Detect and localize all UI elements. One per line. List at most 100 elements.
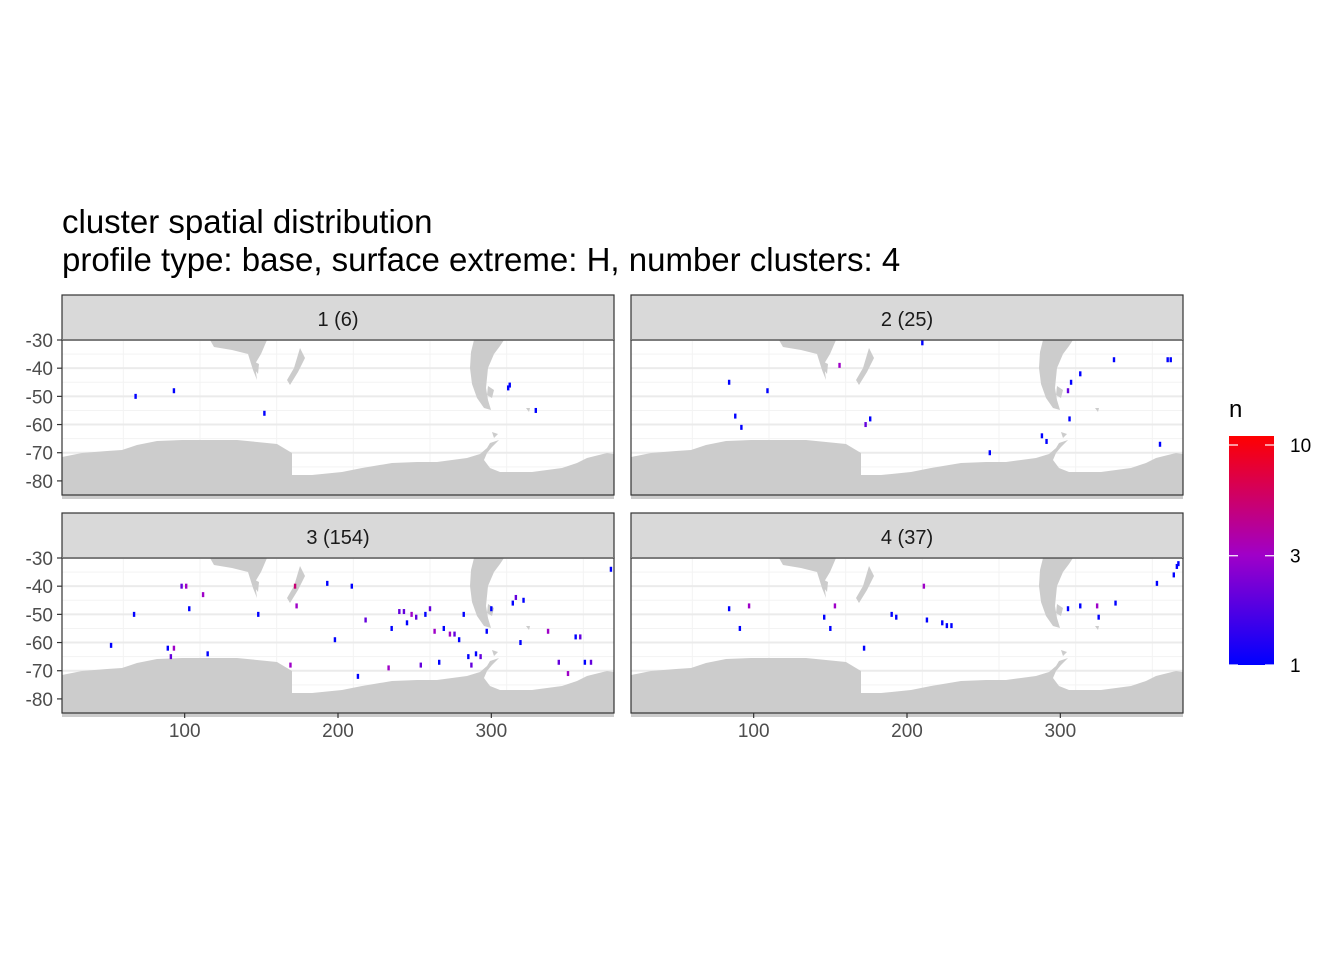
chart-title: cluster spatial distribution [62,203,433,240]
data-cell [333,637,337,643]
chart-subtitle: profile type: base, surface extreme: H, … [62,241,900,278]
data-cell [609,566,613,572]
data-cell [188,606,191,612]
land-shape [487,386,494,398]
x-tick-label: 200 [891,721,923,742]
data-cell [206,651,209,657]
data-cell [1155,580,1159,586]
land-shape [1061,650,1067,656]
facet-strip-label: 3 (154) [306,527,369,549]
land-shape [210,558,267,598]
data-cell [1166,357,1169,363]
land-shape [1056,386,1063,398]
data-cell [1069,379,1073,385]
data-cells [727,340,1172,456]
data-cell [1175,563,1179,569]
data-cell [410,611,413,617]
data-cell [1172,572,1175,578]
data-cell [740,424,743,430]
y-tick-label: -50 [26,605,53,626]
data-cell [1045,438,1048,444]
data-cell [134,393,137,399]
data-cell [1177,561,1180,567]
y-tick-label: -50 [26,387,53,408]
data-cell [169,654,173,660]
land-shape [779,340,836,380]
data-cell [132,611,136,617]
land-shape [255,580,259,592]
land-shape [470,340,504,410]
data-cell [833,603,837,609]
land-shape [779,558,836,598]
data-cell [293,583,297,589]
data-cell [988,450,991,456]
panel-plot-area: -30 -40 -50 -60 -70 -80 [26,331,615,499]
data-cell [474,651,478,657]
x-tick-label: 200 [322,721,354,742]
land-shape [492,650,498,656]
y-tick-label: -80 [26,690,53,711]
data-cell [557,659,560,665]
data-cells [727,561,1180,651]
data-cell [921,340,924,346]
land-shape [631,658,1183,717]
land-mask [62,558,614,717]
land-shape [824,580,828,592]
data-cell [508,382,511,388]
y-tick-label: -80 [26,472,53,493]
data-cell [869,416,872,422]
data-cell [350,583,353,589]
land-mask [631,558,1183,717]
x-tick-label: 100 [738,721,770,742]
land-shape [470,558,504,628]
data-cell [579,634,582,640]
data-cell [519,640,522,646]
data-cell [589,659,593,665]
data-cell [514,594,518,600]
data-cell [405,620,409,626]
data-cell [428,606,432,612]
land-shape [824,362,828,374]
data-cell [862,645,866,651]
data-cell [485,628,488,634]
data-cell [295,603,298,609]
data-cell [387,665,390,671]
colorbar [1229,436,1274,665]
x-tick-label: 300 [1044,721,1076,742]
data-cell [1095,603,1099,609]
data-cell [424,611,427,617]
data-cell [823,614,826,620]
land-shape [1095,626,1099,630]
data-cell [457,637,461,643]
data-cell [415,614,418,620]
facet-panel: 1 (6) -30 -40 -50 -60 -70 -80 [26,294,615,499]
facet-panel: 2 (25) [630,294,1184,499]
data-cell [172,645,176,651]
data-cell [507,385,510,391]
facet-panel: 4 (37) 100 200 300 [630,512,1184,742]
data-cell [470,662,473,668]
facet-strip [61,512,615,559]
data-cell [1097,614,1100,620]
land-shape [1095,408,1099,412]
land-mask [631,340,1183,499]
data-cell [727,606,731,612]
land-shape [526,408,530,412]
data-cell [890,611,893,617]
land-shape [62,658,614,717]
data-cell [185,583,188,589]
panel-plot-area [630,339,1184,499]
data-cell [566,671,570,677]
y-tick-label: -70 [26,662,53,683]
data-cell [945,623,949,629]
facet-strip-label: 4 (37) [881,527,933,549]
data-cell [1040,433,1044,439]
data-cell [925,617,929,623]
land-shape [492,432,498,438]
colorbar-label: 3 [1290,547,1301,568]
data-cell [172,388,176,394]
y-tick-label: -30 [26,549,53,570]
data-cell [442,625,445,631]
panel-plot-area: -30 -40 -50 -60 -70 -80 100 200 300 [26,549,615,742]
